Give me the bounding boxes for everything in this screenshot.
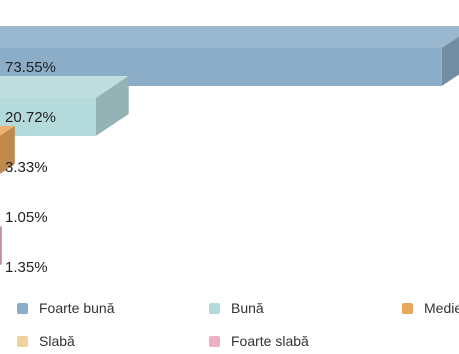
bar-value-label: 3.33% [5, 159, 48, 176]
legend-item-medie: Medie [402, 300, 459, 316]
bar-top-face [0, 76, 129, 98]
legend-label: Slabă [39, 333, 75, 349]
bar-side-face [95, 76, 129, 136]
bar-side-face [0, 126, 15, 174]
legend-item-slaba: Slabă [17, 333, 75, 349]
legend-item-foarte-slaba: Foarte slabă [209, 333, 309, 349]
bar-3 [0, 126, 15, 174]
legend-label: Foarte bună [39, 300, 115, 316]
legend-item-buna: Bună [209, 300, 264, 316]
bar-value-label: 1.05% [5, 209, 48, 226]
bar-chart: 73.55% 20.72% 3.33% 1.05% 1.35% [0, 26, 459, 276]
bar-value-label: 20.72% [5, 109, 56, 126]
legend: Foarte bună Bună Medie Slabă Foarte slab… [0, 288, 459, 354]
bar-5 [0, 226, 2, 266]
legend-label: Bună [231, 300, 264, 316]
legend-label: Foarte slabă [231, 333, 309, 349]
legend-swatch [17, 335, 28, 347]
legend-swatch [209, 302, 220, 314]
bar-value-label: 1.35% [5, 259, 48, 276]
legend-item-foarte-buna: Foarte bună [17, 300, 115, 316]
bar-top-face [0, 26, 459, 48]
bar-value-label: 73.55% [5, 59, 56, 76]
bar-2 [0, 76, 129, 136]
legend-swatch [209, 335, 220, 347]
legend-swatch [402, 302, 413, 314]
bar-front-face [0, 98, 96, 136]
legend-swatch [17, 302, 28, 314]
bar-side-face [441, 36, 459, 86]
legend-label: Medie [424, 300, 459, 316]
bar-side-face [0, 226, 2, 266]
bar-top-face [0, 126, 15, 136]
chart-svg: 73.55% 20.72% 3.33% 1.05% 1.35% [0, 26, 459, 276]
